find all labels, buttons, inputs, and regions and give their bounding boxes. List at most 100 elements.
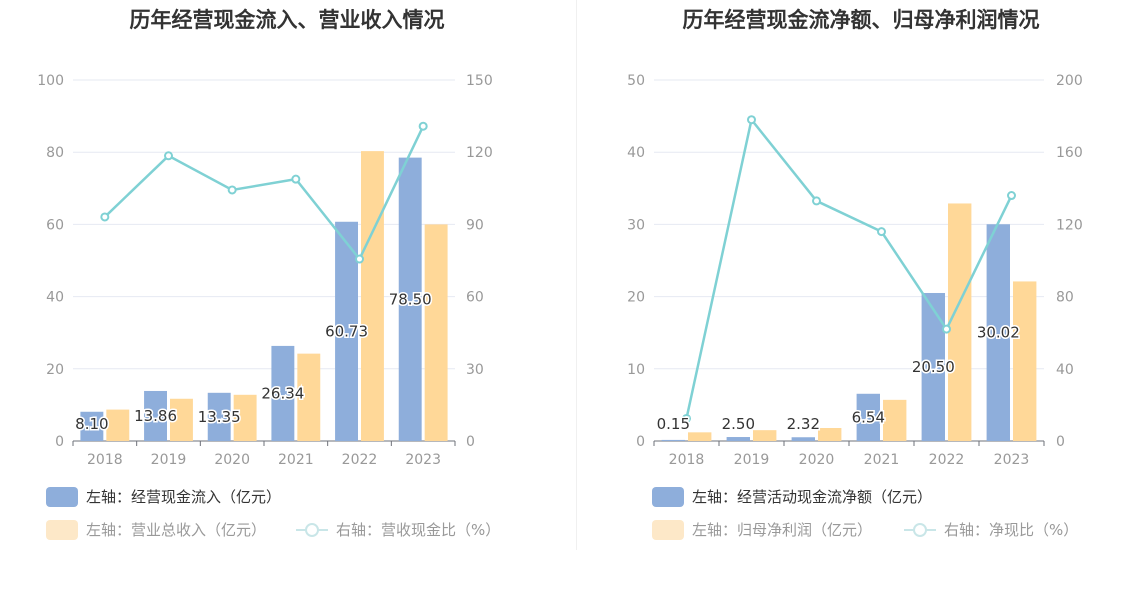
x-tick-label: 2018: [87, 452, 123, 468]
bar-blue: [856, 393, 880, 441]
y-tick-right: 60: [466, 290, 484, 306]
y-tick-right: 90: [466, 217, 484, 233]
chart-panel-left: 历年经营现金流入、营业收入情况 0 0 20 30 40 60 60 90 80 120 100 15…: [37, 8, 500, 540]
y-tick-left: 50: [627, 73, 645, 89]
legend-swatch-line: [296, 520, 328, 540]
bar-orange: [688, 432, 712, 441]
bar-blue: [921, 292, 945, 441]
x-tick-label: 2020: [799, 452, 835, 468]
data-label: 13.86: [134, 407, 177, 425]
data-label: 8.10: [75, 415, 108, 433]
y-tick-left: 40: [627, 145, 645, 161]
bar-orange: [818, 428, 842, 441]
line-point: [812, 196, 821, 206]
data-label: 26.34: [261, 384, 304, 402]
legend-swatch-orange: [652, 519, 684, 540]
x-tick-label: 2023: [405, 452, 441, 468]
bar-blue: [726, 437, 750, 441]
data-label: 20.50: [912, 358, 955, 376]
x-tick-label: 2023: [994, 452, 1030, 468]
data-label: 2.50: [722, 415, 755, 433]
legend-label: 左轴：营业总收入（亿元）: [86, 521, 267, 539]
chart-plot-area: 0 0 10 40 20 80 30 120 40 160 50 200 2018 2019 2020 202…: [627, 73, 1083, 468]
y-tick-left: 10: [627, 362, 645, 378]
x-tick-label: 2019: [734, 452, 770, 468]
bar-orange: [753, 430, 777, 441]
bar-orange: [233, 394, 257, 441]
data-label: 0.15: [657, 415, 690, 433]
legend-label: 左轴：经营现金流入（亿元）: [86, 488, 282, 506]
bar-orange: [883, 399, 907, 441]
y-tick-left: 80: [46, 145, 64, 161]
y-tick-left: 0: [55, 434, 64, 450]
legend-swatch-orange: [46, 519, 78, 540]
bar-orange: [361, 151, 384, 441]
panel-divider: [576, 0, 577, 550]
legend-swatch-blue: [652, 486, 684, 507]
y-tick-left: 100: [37, 73, 64, 89]
line-point: [100, 212, 110, 222]
data-label: 6.54: [852, 408, 885, 426]
y-tick-left: 30: [627, 217, 645, 233]
legend-item-series2[interactable]: 左轴：归母净利润（亿元）: [652, 519, 872, 540]
x-tick-label: 2021: [278, 452, 314, 468]
y-tick-left: 0: [636, 434, 645, 450]
legend-item-series1[interactable]: 左轴：经营现金流入（亿元）: [46, 486, 281, 507]
y-tick-right: 80: [1056, 290, 1074, 306]
bar-blue: [661, 439, 685, 441]
x-tick-label: 2020: [214, 452, 250, 468]
line-point: [942, 324, 951, 334]
legend-swatch-line: [904, 520, 936, 540]
bar-blue: [398, 157, 422, 442]
legend-item-series3[interactable]: 右轴：净现比（%）: [904, 519, 1078, 540]
x-tick-label: 2018: [669, 452, 705, 468]
line-point: [877, 227, 886, 237]
line-point: [682, 413, 691, 423]
chart-panel-right: 历年经营现金流净额、归母净利润情况 0 0 10 40 20 80 30 120 40 160 50…: [574, 0, 1148, 589]
legend-item-series3[interactable]: 右轴：营收现金比（%）: [296, 519, 500, 540]
line-point: [164, 151, 173, 161]
y-tick-right: 150: [466, 73, 493, 89]
line-point: [355, 254, 364, 264]
chart-title: 历年经营现金流净额、归母净利润情况: [682, 8, 1040, 32]
bar-orange: [170, 398, 193, 441]
y-tick-left: 20: [46, 362, 64, 378]
y-tick-right: 0: [466, 434, 475, 450]
x-tick-label: 2021: [864, 452, 900, 468]
line-point: [747, 115, 756, 125]
y-tick-left: 60: [46, 217, 64, 233]
legend-item-series2[interactable]: 左轴：营业总收入（亿元）: [46, 519, 266, 540]
y-tick-right: 0: [1056, 434, 1065, 450]
chart-plot-area: 0 0 20 30 40 60 60 90 80 120 100 150 2018 2019 2020 202…: [37, 73, 493, 468]
legend-swatch-blue: [46, 486, 78, 507]
data-label: 60.73: [325, 322, 368, 340]
bar-orange: [1013, 281, 1037, 441]
y-tick-right: 200: [1056, 73, 1083, 89]
x-tick-label: 2019: [151, 452, 187, 468]
y-tick-right: 30: [466, 362, 484, 378]
data-label: 13.35: [198, 408, 241, 426]
bar-orange: [948, 203, 972, 441]
line-point: [291, 174, 301, 184]
x-tick-label: 2022: [342, 452, 378, 468]
y-tick-right: 120: [1056, 217, 1083, 233]
bar-blue: [80, 411, 104, 441]
bar-blue: [335, 221, 358, 441]
line-point: [418, 121, 428, 131]
bar-orange: [106, 409, 130, 441]
legend-label: 左轴：经营活动现金流净额（亿元）: [692, 488, 933, 506]
chart-title: 历年经营现金流入、营业收入情况: [129, 8, 445, 32]
legend-item-series1[interactable]: 左轴：经营活动现金流净额（亿元）: [652, 486, 932, 507]
bar-blue: [986, 224, 1010, 441]
y-tick-right: 160: [1056, 145, 1083, 161]
line-series: [103, 125, 425, 262]
line-point: [227, 185, 237, 195]
bar-orange: [297, 353, 321, 441]
bar-blue: [144, 390, 167, 441]
data-label: 78.50: [389, 290, 432, 308]
data-label: 30.02: [977, 324, 1020, 342]
legend-label: 右轴：净现比（%）: [944, 521, 1079, 539]
bar-blue: [791, 437, 815, 441]
x-tick-label: 2022: [929, 452, 965, 468]
line-point: [1007, 191, 1016, 201]
